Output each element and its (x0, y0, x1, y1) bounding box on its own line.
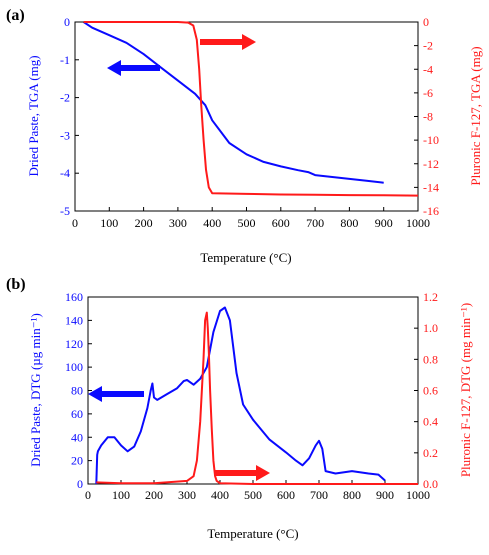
left-arrow-icon (107, 60, 160, 76)
y-left-tick-label: 140 (65, 313, 83, 327)
right-arrow-icon (200, 34, 256, 50)
y-right-tick-label: -12 (423, 157, 439, 171)
y-right-tick-label: -16 (423, 204, 439, 218)
red-series-line (96, 311, 418, 485)
y-left-tick-label: -2 (60, 91, 70, 105)
x-tick-label: 200 (135, 216, 153, 230)
x-tick-label: 500 (238, 216, 256, 230)
y-right-tick-label: 0 (423, 15, 429, 29)
x-tick-label: 800 (343, 488, 361, 502)
blue-series-line (95, 306, 386, 485)
panel-a-x-axis-title: Temperature (°C) (200, 250, 291, 265)
y-left-tick-label: 160 (65, 290, 83, 304)
x-tick-label: 300 (169, 216, 187, 230)
x-tick-label: 100 (112, 488, 130, 502)
x-tick-label: 900 (376, 488, 394, 502)
x-tick-label: 300 (178, 488, 196, 502)
y-right-tick-label: 0.6 (423, 384, 438, 398)
x-tick-label: 0 (85, 488, 91, 502)
y-left-tick-label: 0 (64, 15, 70, 29)
y-left-tick-label: 0 (77, 477, 83, 491)
panel-b-x-axis-title: Temperature (°C) (207, 526, 298, 541)
y-right-tick-label: 0.8 (423, 352, 438, 366)
blue-series-line (83, 21, 384, 184)
panel-a-label: (a) (6, 7, 25, 24)
x-tick-label: 0 (72, 216, 78, 230)
panel-a-y-left-title: Dried Paste, TGA (mg) (26, 55, 41, 176)
x-tick-label: 900 (375, 216, 393, 230)
panel-a-y-right-title: Pluronic F-127, TGA (mg) (468, 46, 483, 185)
arrow-shaft (214, 470, 258, 476)
y-right-tick-label: -14 (423, 180, 439, 194)
panel-b-label: (b) (6, 276, 26, 293)
right-arrow-icon (214, 465, 270, 481)
panel-a-plot-frame (74, 21, 419, 212)
x-tick-label: 700 (310, 488, 328, 502)
x-tick-label: 400 (211, 488, 229, 502)
y-left-tick-label: 40 (71, 430, 83, 444)
y-left-tick-label: 60 (71, 407, 83, 421)
x-tick-label: 700 (306, 216, 324, 230)
y-left-tick-label: 100 (65, 360, 83, 374)
arrow-head (88, 386, 102, 402)
y-left-tick-label: 120 (65, 337, 83, 351)
y-left-tick-label: -3 (60, 128, 70, 142)
panel-b-chart: (b) Temperature (°C) Dried Paste, DTG (µ… (6, 276, 473, 541)
y-right-tick-label: -8 (423, 110, 433, 124)
x-tick-label: 400 (203, 216, 221, 230)
red-series-line (83, 21, 419, 197)
x-tick-label: 500 (244, 488, 262, 502)
y-right-tick-label: 0.0 (423, 477, 438, 491)
y-right-tick-label: 0.2 (423, 446, 438, 460)
x-tick-label: 600 (272, 216, 290, 230)
y-left-tick-label: -1 (60, 53, 70, 67)
x-tick-label: 1000 (406, 488, 430, 502)
x-tick-label: 800 (340, 216, 358, 230)
panel-b-y-left-title: Dried Paste, DTG (µg min⁻¹) (28, 313, 43, 467)
arrow-head (107, 60, 121, 76)
x-tick-label: 100 (100, 216, 118, 230)
x-tick-label: 1000 (406, 216, 430, 230)
panel-a-chart: (a) Temperature (°C) Dried Paste, TGA (m… (6, 7, 483, 265)
arrow-head (242, 34, 256, 50)
panel-b-y-right-title: Pluronic F-127, DTG (mg min⁻¹) (458, 303, 473, 477)
x-tick-label: 600 (277, 488, 295, 502)
arrow-shaft (100, 391, 144, 397)
y-left-tick-label: 80 (71, 384, 83, 398)
y-right-tick-label: 0.4 (423, 415, 438, 429)
y-left-tick-label: -5 (60, 204, 70, 218)
y-right-tick-label: -10 (423, 133, 439, 147)
x-tick-label: 200 (145, 488, 163, 502)
arrow-shaft (119, 65, 160, 71)
y-right-tick-label: -4 (423, 62, 433, 76)
y-right-tick-label: 1.0 (423, 321, 438, 335)
y-right-tick-label: -6 (423, 86, 433, 100)
y-left-tick-label: 20 (71, 454, 83, 468)
y-left-tick-label: -4 (60, 166, 70, 180)
arrow-head (256, 465, 270, 481)
panel-b-plot-frame (87, 296, 419, 485)
y-right-tick-label: 1.2 (423, 290, 438, 304)
y-right-tick-label: -2 (423, 39, 433, 53)
arrow-shaft (200, 39, 244, 45)
left-arrow-icon (88, 386, 144, 402)
